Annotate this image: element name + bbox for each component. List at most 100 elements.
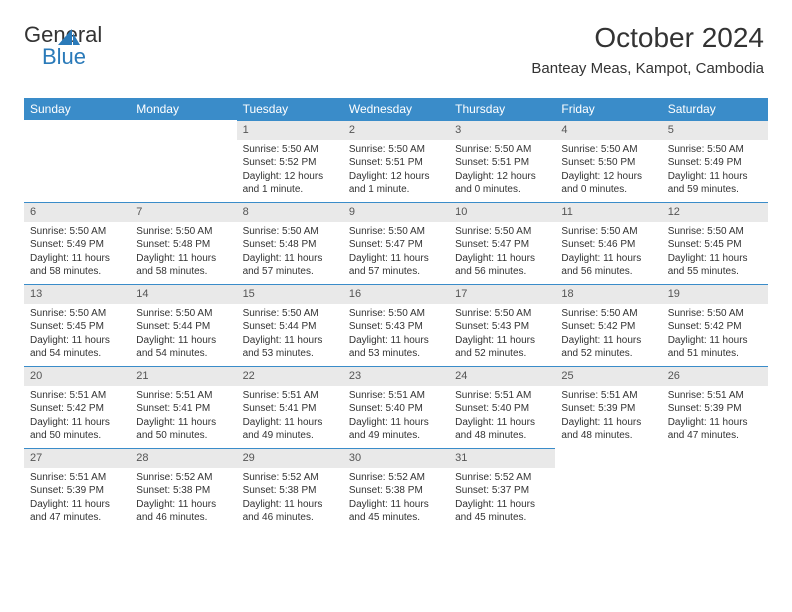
sunset-text: Sunset: 5:46 PM [561,238,655,252]
calendar-day-cell: 25Sunrise: 5:51 AMSunset: 5:39 PMDayligh… [555,366,661,448]
sunrise-text: Sunrise: 5:50 AM [668,307,762,321]
sunset-text: Sunset: 5:42 PM [561,320,655,334]
calendar-week-row: 20Sunrise: 5:51 AMSunset: 5:42 PMDayligh… [24,366,768,448]
day-number: 24 [449,366,555,386]
sunset-text: Sunset: 5:44 PM [136,320,230,334]
day-body: Sunrise: 5:50 AMSunset: 5:49 PMDaylight:… [662,140,768,201]
day-body: Sunrise: 5:51 AMSunset: 5:40 PMDaylight:… [449,386,555,447]
day-number: 7 [130,202,236,222]
calendar-day-cell: 20Sunrise: 5:51 AMSunset: 5:42 PMDayligh… [24,366,130,448]
sunrise-text: Sunrise: 5:51 AM [668,389,762,403]
sunrise-text: Sunrise: 5:50 AM [243,225,337,239]
day-body: Sunrise: 5:51 AMSunset: 5:39 PMDaylight:… [555,386,661,447]
sunset-text: Sunset: 5:50 PM [561,156,655,170]
daylight-text: Daylight: 11 hours and 52 minutes. [455,334,549,361]
calendar-day-cell [555,448,661,530]
calendar-day-cell: 15Sunrise: 5:50 AMSunset: 5:44 PMDayligh… [237,284,343,366]
sunset-text: Sunset: 5:48 PM [136,238,230,252]
weekday-header: Tuesday [237,98,343,120]
weekday-header: Wednesday [343,98,449,120]
daylight-text: Daylight: 11 hours and 51 minutes. [668,334,762,361]
day-number: 9 [343,202,449,222]
day-number: 30 [343,448,449,468]
sunset-text: Sunset: 5:49 PM [668,156,762,170]
day-body: Sunrise: 5:50 AMSunset: 5:42 PMDaylight:… [555,304,661,365]
sunrise-text: Sunrise: 5:51 AM [243,389,337,403]
sunset-text: Sunset: 5:38 PM [243,484,337,498]
day-number: 18 [555,284,661,304]
day-body: Sunrise: 5:50 AMSunset: 5:42 PMDaylight:… [662,304,768,365]
calendar-day-cell: 10Sunrise: 5:50 AMSunset: 5:47 PMDayligh… [449,202,555,284]
day-body: Sunrise: 5:51 AMSunset: 5:39 PMDaylight:… [662,386,768,447]
calendar-day-cell: 3Sunrise: 5:50 AMSunset: 5:51 PMDaylight… [449,120,555,202]
sunrise-text: Sunrise: 5:51 AM [455,389,549,403]
sunrise-text: Sunrise: 5:50 AM [561,225,655,239]
calendar-week-row: 13Sunrise: 5:50 AMSunset: 5:45 PMDayligh… [24,284,768,366]
calendar-day-cell: 14Sunrise: 5:50 AMSunset: 5:44 PMDayligh… [130,284,236,366]
daylight-text: Daylight: 11 hours and 45 minutes. [455,498,549,525]
day-number: 29 [237,448,343,468]
sunset-text: Sunset: 5:49 PM [30,238,124,252]
day-number: 15 [237,284,343,304]
daylight-text: Daylight: 11 hours and 54 minutes. [136,334,230,361]
daylight-text: Daylight: 12 hours and 1 minute. [349,170,443,197]
day-body: Sunrise: 5:51 AMSunset: 5:41 PMDaylight:… [130,386,236,447]
sunrise-text: Sunrise: 5:50 AM [243,143,337,157]
sunset-text: Sunset: 5:39 PM [668,402,762,416]
daylight-text: Daylight: 11 hours and 47 minutes. [30,498,124,525]
sunrise-text: Sunrise: 5:52 AM [349,471,443,485]
day-body: Sunrise: 5:51 AMSunset: 5:40 PMDaylight:… [343,386,449,447]
daylight-text: Daylight: 11 hours and 54 minutes. [30,334,124,361]
calendar-day-cell: 4Sunrise: 5:50 AMSunset: 5:50 PMDaylight… [555,120,661,202]
sunset-text: Sunset: 5:44 PM [243,320,337,334]
sunset-text: Sunset: 5:51 PM [455,156,549,170]
calendar-day-cell: 22Sunrise: 5:51 AMSunset: 5:41 PMDayligh… [237,366,343,448]
header-right: October 2024 Banteay Meas, Kampot, Cambo… [531,22,764,77]
day-body: Sunrise: 5:50 AMSunset: 5:49 PMDaylight:… [24,222,130,283]
daylight-text: Daylight: 11 hours and 49 minutes. [349,416,443,443]
day-number: 28 [130,448,236,468]
day-number: 27 [24,448,130,468]
day-number: 25 [555,366,661,386]
calendar-day-cell: 19Sunrise: 5:50 AMSunset: 5:42 PMDayligh… [662,284,768,366]
daylight-text: Daylight: 11 hours and 46 minutes. [243,498,337,525]
calendar-day-cell: 7Sunrise: 5:50 AMSunset: 5:48 PMDaylight… [130,202,236,284]
daylight-text: Daylight: 11 hours and 48 minutes. [561,416,655,443]
daylight-text: Daylight: 11 hours and 53 minutes. [243,334,337,361]
sunrise-text: Sunrise: 5:51 AM [349,389,443,403]
day-body: Sunrise: 5:50 AMSunset: 5:46 PMDaylight:… [555,222,661,283]
calendar-day-cell: 13Sunrise: 5:50 AMSunset: 5:45 PMDayligh… [24,284,130,366]
calendar-day-cell: 11Sunrise: 5:50 AMSunset: 5:46 PMDayligh… [555,202,661,284]
weekday-header: Saturday [662,98,768,120]
day-number: 3 [449,120,555,140]
day-body: Sunrise: 5:51 AMSunset: 5:41 PMDaylight:… [237,386,343,447]
sunset-text: Sunset: 5:39 PM [561,402,655,416]
sunset-text: Sunset: 5:38 PM [136,484,230,498]
day-number: 10 [449,202,555,222]
sunset-text: Sunset: 5:42 PM [30,402,124,416]
sunrise-text: Sunrise: 5:51 AM [136,389,230,403]
daylight-text: Daylight: 11 hours and 52 minutes. [561,334,655,361]
daylight-text: Daylight: 11 hours and 58 minutes. [136,252,230,279]
sunrise-text: Sunrise: 5:50 AM [455,143,549,157]
calendar-day-cell: 31Sunrise: 5:52 AMSunset: 5:37 PMDayligh… [449,448,555,530]
daylight-text: Daylight: 11 hours and 53 minutes. [349,334,443,361]
sunrise-text: Sunrise: 5:50 AM [561,307,655,321]
calendar-day-cell: 9Sunrise: 5:50 AMSunset: 5:47 PMDaylight… [343,202,449,284]
sunset-text: Sunset: 5:40 PM [455,402,549,416]
day-body: Sunrise: 5:51 AMSunset: 5:42 PMDaylight:… [24,386,130,447]
sunrise-text: Sunrise: 5:50 AM [136,307,230,321]
calendar-day-cell: 17Sunrise: 5:50 AMSunset: 5:43 PMDayligh… [449,284,555,366]
sunrise-text: Sunrise: 5:52 AM [455,471,549,485]
calendar-day-cell: 26Sunrise: 5:51 AMSunset: 5:39 PMDayligh… [662,366,768,448]
day-number: 20 [24,366,130,386]
day-number: 19 [662,284,768,304]
sunrise-text: Sunrise: 5:50 AM [455,225,549,239]
daylight-text: Daylight: 11 hours and 46 minutes. [136,498,230,525]
calendar-day-cell: 2Sunrise: 5:50 AMSunset: 5:51 PMDaylight… [343,120,449,202]
calendar-week-row: 1Sunrise: 5:50 AMSunset: 5:52 PMDaylight… [24,120,768,202]
daylight-text: Daylight: 11 hours and 48 minutes. [455,416,549,443]
sunset-text: Sunset: 5:40 PM [349,402,443,416]
day-body: Sunrise: 5:51 AMSunset: 5:39 PMDaylight:… [24,468,130,529]
day-number: 31 [449,448,555,468]
